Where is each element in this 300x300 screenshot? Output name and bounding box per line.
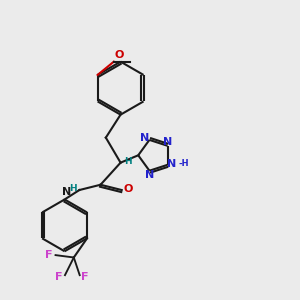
Text: -H: -H [179,159,189,168]
Text: O: O [114,50,124,60]
Text: N: N [146,170,154,180]
Text: F: F [55,272,62,282]
Text: H: H [124,157,132,166]
Text: N: N [140,133,150,143]
Text: H: H [69,184,77,194]
Text: F: F [45,250,52,260]
Text: O: O [124,184,133,194]
Text: N: N [164,137,173,147]
Text: N: N [62,187,71,197]
Text: N: N [167,159,176,169]
Text: F: F [81,272,89,283]
